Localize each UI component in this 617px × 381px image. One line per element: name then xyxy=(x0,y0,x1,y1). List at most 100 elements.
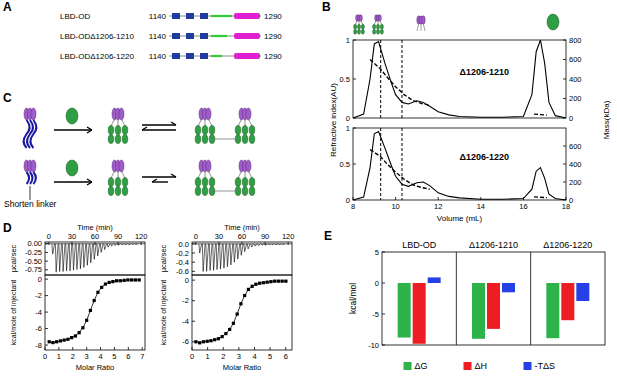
bar xyxy=(561,283,574,320)
injection-peak xyxy=(268,243,271,245)
lbd-domain xyxy=(122,135,128,144)
lbd-domain xyxy=(115,126,121,135)
point xyxy=(266,281,269,284)
point xyxy=(232,322,235,325)
linker xyxy=(417,24,419,31)
linker xyxy=(27,172,30,184)
linker xyxy=(121,171,125,178)
tick-label: 14 xyxy=(477,202,485,211)
lbd-domain xyxy=(376,24,379,29)
tick-label: 0 xyxy=(194,232,198,241)
arrow-head xyxy=(142,127,147,130)
tick-label: 6 xyxy=(126,352,130,361)
point xyxy=(100,286,103,289)
point xyxy=(247,288,250,291)
pointer xyxy=(30,186,31,200)
tick-label: -4 xyxy=(35,308,42,317)
plot-area xyxy=(192,244,292,271)
lbd-domain xyxy=(373,24,376,29)
linker xyxy=(212,139,238,140)
linker xyxy=(211,35,227,37)
injection-peak xyxy=(261,244,264,245)
point xyxy=(111,280,114,283)
tick xyxy=(192,347,193,350)
point xyxy=(70,336,73,339)
lbd-domain xyxy=(195,187,201,196)
linker xyxy=(118,119,119,126)
linker xyxy=(245,119,246,126)
injection-peak xyxy=(213,244,216,271)
legend-swatch xyxy=(524,362,532,370)
trimer xyxy=(378,15,381,22)
figure: ABCDELBD-OD11401290LBD-ODΔ1206-121011401… xyxy=(0,0,617,381)
tick-label: 5 xyxy=(375,248,379,257)
tick xyxy=(238,347,239,350)
point xyxy=(66,338,69,341)
tick-label: -6 xyxy=(35,324,42,333)
bar xyxy=(398,283,411,338)
tick xyxy=(86,347,87,350)
lbd-domain xyxy=(547,14,559,30)
lbd-domain xyxy=(108,178,114,187)
point xyxy=(63,339,66,342)
tick-label: 8 xyxy=(351,202,355,211)
point xyxy=(228,328,231,331)
residue-start: 1140 xyxy=(149,32,167,41)
domain-box xyxy=(186,53,194,59)
injection-peak xyxy=(80,244,83,269)
point xyxy=(209,339,212,342)
tick xyxy=(192,271,195,272)
lbd-domain xyxy=(242,135,248,144)
point xyxy=(115,279,118,282)
injection-peak xyxy=(240,244,243,255)
lbd-domain xyxy=(195,178,201,187)
point xyxy=(123,279,126,282)
arrow xyxy=(54,181,92,182)
lbd-domain xyxy=(357,24,360,29)
lbd-domain xyxy=(115,178,121,187)
point xyxy=(281,280,284,283)
annotation: Δ1206-1210 xyxy=(460,67,510,77)
tick xyxy=(438,197,439,200)
tick-label: 0 xyxy=(569,114,573,123)
tick xyxy=(563,40,566,41)
linker xyxy=(208,119,212,126)
residue-end: 1290 xyxy=(264,52,282,61)
tick xyxy=(100,347,101,350)
linker xyxy=(378,21,379,25)
annotation: Δ1206-1220 xyxy=(460,152,510,162)
linker xyxy=(238,171,242,178)
tick xyxy=(195,242,196,245)
injection-peak xyxy=(125,244,128,245)
bar xyxy=(487,283,500,329)
injection-peak xyxy=(199,244,202,253)
arrow-head xyxy=(171,174,176,177)
injection-peak xyxy=(76,244,79,270)
point xyxy=(251,285,254,288)
linker xyxy=(30,120,36,148)
injection-peak xyxy=(216,244,219,270)
linker xyxy=(212,191,238,192)
tick xyxy=(353,128,356,129)
injection-peak xyxy=(87,244,90,266)
trimer xyxy=(31,160,36,172)
point xyxy=(213,338,216,341)
tick-label: 120 xyxy=(282,232,295,241)
linker xyxy=(248,171,252,178)
injection-peak xyxy=(111,244,114,246)
oligomerization-domain xyxy=(234,53,260,59)
plot-area xyxy=(398,277,590,343)
group-separator xyxy=(456,252,457,345)
injection-peak xyxy=(100,244,103,253)
bar xyxy=(576,283,589,301)
tick xyxy=(142,347,143,350)
linker xyxy=(111,119,115,126)
lbd-domain xyxy=(202,187,208,196)
injection-peak xyxy=(223,244,226,268)
point xyxy=(262,281,265,284)
linker xyxy=(121,119,125,126)
lbd-domain xyxy=(108,187,114,196)
tick-label: 1 xyxy=(206,352,210,361)
tick xyxy=(353,40,356,41)
injection-peak xyxy=(107,244,110,247)
